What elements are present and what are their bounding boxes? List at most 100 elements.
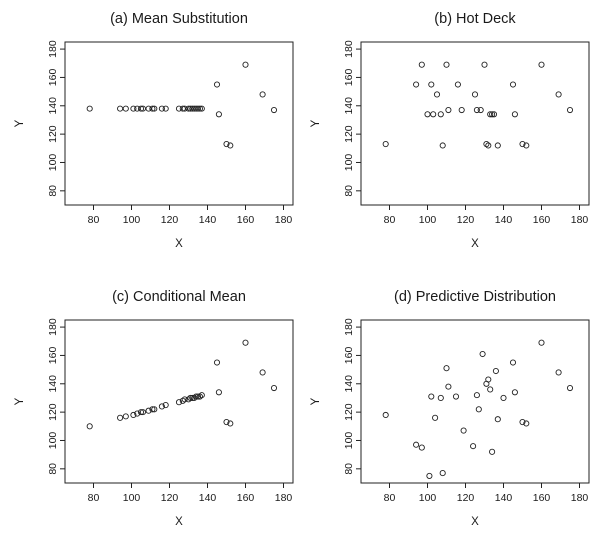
x-tick-label: 120 — [457, 492, 475, 504]
y-tick-label: 160 — [47, 69, 59, 87]
plot-frame — [360, 319, 590, 484]
y-tick-label: 140 — [343, 375, 355, 393]
data-point — [130, 411, 137, 419]
y-tick-label: 100 — [47, 154, 59, 172]
data-point — [187, 105, 194, 112]
x-tick-label: 180 — [275, 214, 293, 226]
data-point — [130, 105, 137, 112]
data-point — [428, 393, 435, 400]
y-tick-label: 180 — [47, 40, 59, 58]
data-point — [430, 111, 437, 118]
data-point — [566, 106, 574, 114]
data-point — [523, 142, 530, 149]
data-point — [382, 141, 389, 148]
data-point — [151, 406, 158, 413]
data-point — [134, 410, 141, 417]
x-tick-label: 100 — [419, 214, 437, 226]
x-tick-label: 80 — [88, 214, 100, 226]
panel-title: (b) Hot Deck — [434, 11, 516, 27]
x-tick-label: 120 — [161, 214, 179, 226]
x-tick-label: 140 — [495, 214, 513, 226]
data-point — [162, 401, 169, 409]
data-point — [175, 399, 183, 406]
data-point — [158, 403, 165, 410]
x-tick-label: 180 — [275, 492, 293, 504]
data-point — [566, 384, 574, 392]
data-point — [145, 105, 152, 112]
data-point — [445, 383, 452, 390]
data-point — [433, 91, 441, 98]
y-axis-label: Y — [310, 397, 322, 405]
data-point — [117, 105, 124, 112]
data-point — [117, 414, 124, 421]
data-point — [470, 443, 477, 450]
data-point — [483, 141, 490, 148]
scatter-panel-2: (c) Conditional Mean 80 100 120 140 160 180 80 1… — [14, 289, 294, 528]
data-point — [428, 81, 435, 88]
data-point — [458, 106, 465, 114]
data-point — [500, 394, 507, 402]
data-point — [413, 441, 420, 448]
data-point — [223, 419, 230, 426]
data-point — [519, 141, 526, 148]
data-point — [494, 416, 501, 423]
data-point — [523, 420, 530, 427]
data-point — [481, 61, 488, 68]
data-point — [424, 111, 431, 118]
data-point — [181, 105, 188, 112]
y-axis-label: Y — [14, 397, 26, 405]
x-tick-label: 140 — [199, 492, 217, 504]
x-tick-label: 120 — [161, 492, 179, 504]
data-point — [181, 396, 188, 403]
data-point — [270, 384, 278, 392]
data-point — [460, 427, 467, 434]
data-point — [185, 396, 192, 403]
data-point — [194, 393, 202, 400]
data-point — [198, 392, 205, 399]
y-tick-label: 140 — [47, 97, 59, 115]
data-point — [149, 105, 156, 112]
data-point — [270, 106, 278, 114]
scatter-panel-1: (b) Hot Deck 80 100 120 140 160 180 80 100 120 140… — [310, 11, 590, 250]
data-point — [191, 105, 198, 112]
data-point — [175, 105, 183, 112]
data-point — [555, 91, 562, 98]
data-point — [223, 141, 230, 148]
x-tick-label: 180 — [571, 492, 589, 504]
x-axis-label: X — [175, 516, 183, 528]
data-point — [149, 406, 156, 413]
data-point — [489, 111, 496, 118]
x-tick-label: 100 — [123, 492, 141, 504]
y-tick-label: 160 — [343, 69, 355, 87]
data-point — [477, 106, 484, 114]
data-point — [473, 392, 480, 399]
data-point — [443, 61, 450, 68]
data-point — [492, 367, 499, 375]
x-tick-label: 80 — [384, 214, 396, 226]
x-tick-label: 160 — [533, 492, 551, 504]
data-point — [487, 111, 494, 118]
plot-frame — [360, 41, 590, 206]
x-tick-label: 80 — [88, 492, 100, 504]
scatter-panel-0: (a) Mean Substitution 80 100 120 140 160 180 80… — [14, 11, 294, 250]
data-point — [189, 105, 196, 112]
y-tick-label: 140 — [343, 97, 355, 115]
y-tick-label: 140 — [47, 375, 59, 393]
y-tick-label: 160 — [47, 347, 59, 365]
panel-title: (d) Predictive Distribution — [394, 289, 556, 305]
data-point — [439, 470, 446, 477]
data-point — [196, 105, 203, 112]
data-point — [179, 397, 186, 404]
x-tick-label: 160 — [533, 214, 551, 226]
data-point — [227, 142, 234, 149]
data-point — [418, 61, 425, 68]
y-tick-label: 160 — [343, 347, 355, 365]
data-point — [439, 142, 446, 149]
data-point — [215, 111, 222, 118]
x-tick-label: 180 — [571, 214, 589, 226]
data-point — [494, 142, 501, 149]
y-axis-label: Y — [14, 119, 26, 127]
data-point — [538, 339, 545, 346]
data-point — [194, 105, 202, 112]
data-point — [511, 389, 518, 396]
